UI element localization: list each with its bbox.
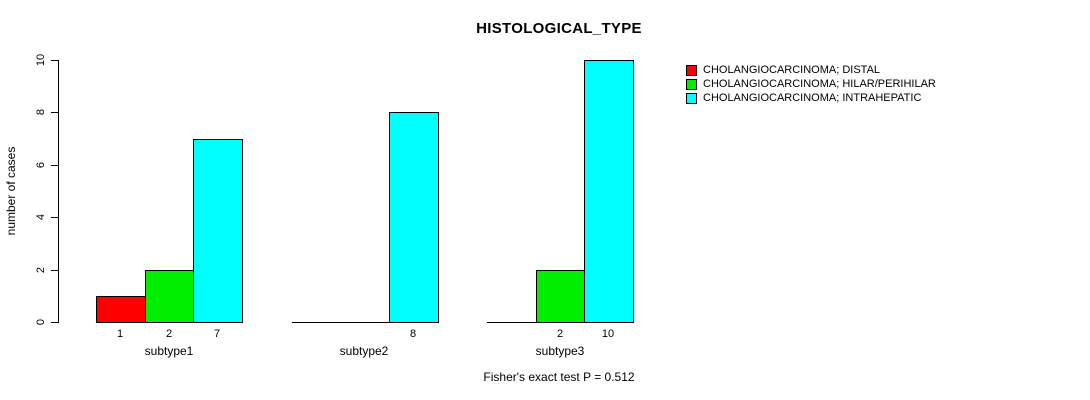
bar: [389, 112, 439, 323]
legend-row: CHOLANGIOCARCINOMA; INTRAHEPATIC: [686, 91, 936, 105]
legend-swatch: [686, 92, 697, 104]
zero-height-bar-line: [340, 322, 390, 323]
y-tick-mark: [51, 112, 58, 113]
bar-value-label: 7: [213, 328, 221, 340]
legend-swatch: [686, 78, 697, 90]
y-tick-label: 8: [35, 108, 47, 116]
bar: [584, 60, 634, 323]
y-tick-mark: [51, 60, 58, 61]
bar-value-label: 2: [556, 328, 564, 340]
y-tick-label: 0: [35, 318, 47, 326]
y-axis-line: [58, 60, 59, 323]
bar: [193, 139, 243, 323]
y-tick-mark: [51, 165, 58, 166]
legend: CHOLANGIOCARCINOMA; DISTAL CHOLANGIOCARCI…: [686, 63, 936, 105]
annotation-text: Fisher's exact test P = 0.512: [483, 370, 635, 384]
legend-label: CHOLANGIOCARCINOMA; INTRAHEPATIC: [703, 92, 922, 104]
bar: [96, 296, 146, 323]
legend-row: CHOLANGIOCARCINOMA; HILAR/PERIHILAR: [686, 77, 936, 91]
y-tick-label: 6: [35, 161, 47, 169]
category-label: subtype3: [535, 344, 585, 358]
bar-value-label: 8: [409, 328, 417, 340]
y-axis-title: number of cases: [4, 146, 18, 236]
y-tick-label: 4: [35, 213, 47, 221]
legend-row: CHOLANGIOCARCINOMA; DISTAL: [686, 63, 936, 77]
legend-swatch: [686, 64, 697, 76]
y-tick-mark: [51, 217, 58, 218]
bar-value-label: 2: [165, 328, 173, 340]
y-tick-mark: [51, 322, 58, 323]
y-tick-label: 2: [35, 266, 47, 274]
legend-label: CHOLANGIOCARCINOMA; HILAR/PERIHILAR: [703, 78, 936, 90]
bar-value-label: 1: [116, 328, 124, 340]
bar-value-label: 10: [601, 328, 615, 340]
category-label: subtype1: [144, 344, 194, 358]
legend-label: CHOLANGIOCARCINOMA; DISTAL: [703, 64, 881, 76]
y-tick-label: 10: [35, 53, 47, 67]
bar: [145, 270, 195, 323]
bar: [536, 270, 586, 323]
category-label: subtype2: [339, 344, 389, 358]
chart-title: HISTOLOGICAL_TYPE: [476, 20, 642, 37]
zero-height-bar-line: [487, 322, 537, 323]
y-tick-mark: [51, 270, 58, 271]
zero-height-bar-line: [292, 322, 342, 323]
